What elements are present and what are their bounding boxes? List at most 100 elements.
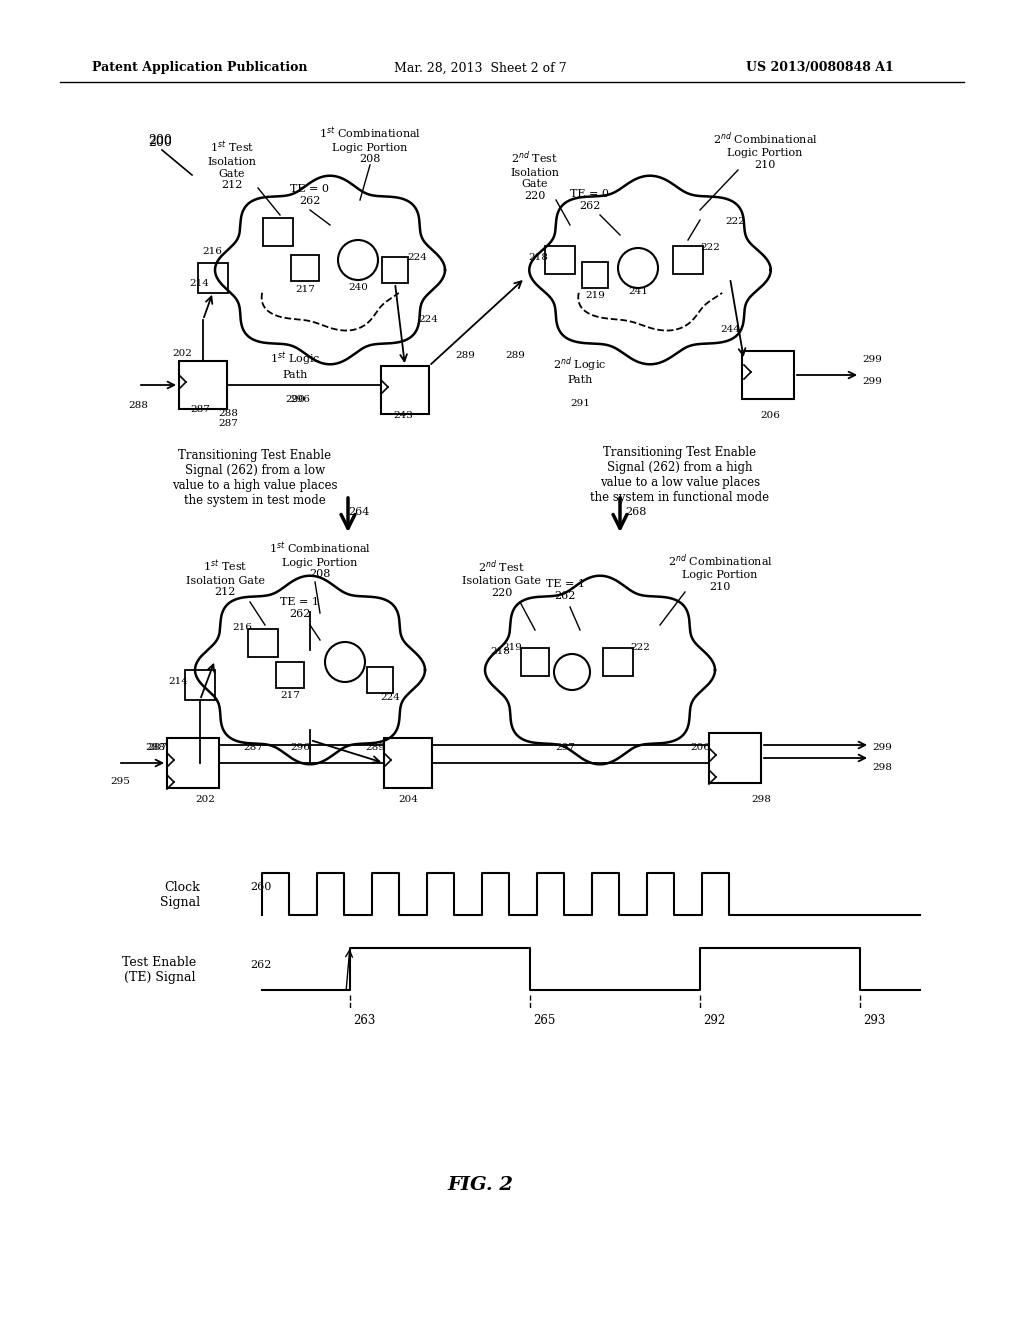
Text: 289: 289 [366,742,385,751]
Text: 297: 297 [555,743,574,752]
Text: 287: 287 [243,742,263,751]
Text: 214: 214 [168,677,188,686]
Bar [381,366,429,414]
Text: 287: 287 [218,420,238,429]
Text: 204: 204 [398,796,418,804]
Text: 202: 202 [172,348,193,358]
Text: 1$^{st}$ Test
Isolation
Gate
212: 1$^{st}$ Test Isolation Gate 212 [208,140,256,190]
Text: 290: 290 [285,396,305,404]
Bar [198,263,228,293]
Text: 262: 262 [250,960,271,970]
Text: 289: 289 [505,351,525,360]
Text: 222: 222 [725,218,744,227]
Text: 299: 299 [862,355,882,364]
Text: 293: 293 [863,1014,886,1027]
Text: 218: 218 [528,252,548,261]
Bar [603,648,633,676]
Text: 219: 219 [502,644,522,652]
Text: 1$^{st}$ Test
Isolation Gate
212: 1$^{st}$ Test Isolation Gate 212 [185,558,264,598]
Bar [167,738,219,788]
Text: 2$^{nd}$ Combinational
Logic Portion
210: 2$^{nd}$ Combinational Logic Portion 210 [668,552,772,591]
Text: 1$^{st}$ Logic
Path: 1$^{st}$ Logic Path [269,350,321,380]
Text: 298: 298 [751,796,771,804]
Text: TE = 0
262: TE = 0 262 [291,185,330,206]
Text: 200: 200 [148,136,172,149]
Text: TE = 1
262: TE = 1 262 [281,597,319,619]
Text: 2$^{nd}$ Test
Isolation Gate
220: 2$^{nd}$ Test Isolation Gate 220 [463,558,542,598]
Text: TE = 1
262: TE = 1 262 [546,579,585,601]
Text: 217: 217 [295,285,315,294]
Text: 224: 224 [380,693,400,702]
Text: 291: 291 [570,399,590,408]
Text: 288: 288 [128,400,147,409]
Text: 219: 219 [585,290,605,300]
Text: 263: 263 [353,1014,376,1027]
Circle shape [338,240,378,280]
Text: 206: 206 [760,411,780,420]
Circle shape [554,653,590,690]
Text: 299: 299 [862,378,882,387]
Bar [742,351,794,399]
Text: 224: 224 [418,315,438,325]
Text: Patent Application Publication: Patent Application Publication [92,62,308,74]
Bar [545,246,575,275]
Text: 295: 295 [110,777,130,787]
Text: 265: 265 [534,1014,555,1027]
Text: 217: 217 [280,692,300,701]
Text: 243: 243 [393,412,413,421]
Text: 296: 296 [290,396,310,404]
Text: 288: 288 [218,409,238,418]
Text: FIG. 2: FIG. 2 [447,1176,513,1195]
Text: 298: 298 [872,763,892,772]
Text: 1$^{st}$ Combinational
Logic Portion
208: 1$^{st}$ Combinational Logic Portion 208 [318,125,421,165]
Text: 292: 292 [703,1014,725,1027]
Text: 240: 240 [348,284,368,293]
Text: 2$^{nd}$ Test
Isolation
Gate
220: 2$^{nd}$ Test Isolation Gate 220 [511,149,559,201]
Polygon shape [529,176,771,364]
Text: 202: 202 [195,796,215,804]
Text: 287: 287 [147,743,167,752]
Text: Test Enable
(TE) Signal: Test Enable (TE) Signal [122,956,196,983]
Text: 200: 200 [148,133,172,147]
Text: 241: 241 [628,288,648,297]
Text: 260: 260 [250,882,271,892]
Text: Mar. 28, 2013  Sheet 2 of 7: Mar. 28, 2013 Sheet 2 of 7 [393,62,566,74]
Text: US 2013/0080848 A1: US 2013/0080848 A1 [746,62,894,74]
Text: 289: 289 [455,351,475,359]
Polygon shape [215,176,445,364]
Text: 224: 224 [407,253,427,263]
Text: 216: 216 [202,248,222,256]
Circle shape [325,642,365,682]
Bar [582,261,608,288]
Text: 244: 244 [720,326,740,334]
Text: Clock
Signal: Clock Signal [160,880,200,909]
Bar [179,360,227,409]
Text: 268: 268 [625,507,646,517]
Text: 296: 296 [290,743,310,752]
Circle shape [618,248,658,288]
Text: 218: 218 [490,648,510,656]
Bar [521,648,549,676]
Text: 222: 222 [630,644,650,652]
Bar [291,255,319,281]
Text: 287: 287 [190,405,210,414]
Bar [384,738,432,788]
Bar [263,218,293,246]
Text: 206: 206 [690,742,710,751]
Text: 222: 222 [700,243,720,252]
Bar [673,246,703,275]
Polygon shape [195,576,425,764]
Text: 288: 288 [145,742,165,751]
Text: 2$^{nd}$ Combinational
Logic Portion
210: 2$^{nd}$ Combinational Logic Portion 210 [713,131,817,170]
Text: 1$^{st}$ Combinational
Logic Portion
208: 1$^{st}$ Combinational Logic Portion 208 [269,541,371,579]
Text: 2$^{nd}$ Logic
Path: 2$^{nd}$ Logic Path [553,355,606,385]
Bar [709,733,761,783]
Text: 214: 214 [189,279,209,288]
Text: 264: 264 [348,507,370,517]
Bar [367,667,393,693]
Bar [276,663,304,688]
Bar [382,257,408,282]
Text: 216: 216 [232,623,252,632]
Text: 299: 299 [872,743,892,752]
Bar [185,671,215,700]
